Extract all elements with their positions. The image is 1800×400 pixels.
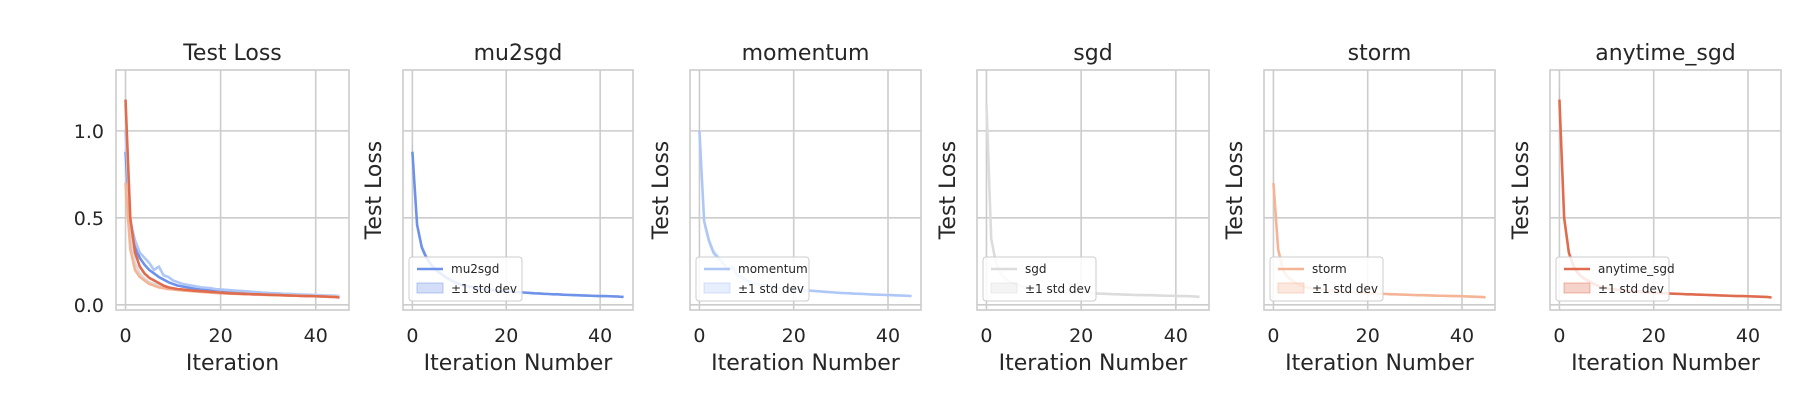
legend-entry-series: sgd [1025,262,1047,276]
legend-entry-series: mu2sgd [451,262,499,276]
y-tick-label: 1.0 [74,121,104,143]
x-tick-label: 40 [1736,325,1760,347]
legend-entry-std: ±1 std dev [1025,282,1091,296]
y-axis-label: Test Loss [1223,141,1248,241]
x-tick-label: 20 [494,325,518,347]
panel-title: storm [1348,41,1412,66]
series-line-1 [124,130,340,298]
x-tick-label: 20 [782,325,806,347]
x-tick-label: 0 [1267,325,1279,347]
x-tick-label: 20 [1642,325,1666,347]
x-tick-label: 0 [1553,325,1565,347]
chart-panel-2: momentum 0 20 40 Iteration Number Test Loss mo… [649,41,922,376]
legend-entry-std: ±1 std dev [1598,282,1664,296]
series-line-0 [124,151,340,299]
x-tick-label: 20 [1069,325,1093,347]
series-line-4 [124,99,340,299]
panel-title: anytime_sgd [1595,41,1736,66]
chart-panel-0: Test Loss 0 20 40 0.0 0.5 1.0 Iteration [74,41,350,376]
legend-band-swatch [1563,282,1591,294]
legend-band-swatch [703,282,731,294]
x-tick-label: 0 [119,325,131,347]
legend: momentum ±1 std dev [695,256,810,302]
y-tick-label: 0.0 [74,295,104,317]
legend-entry-std: ±1 std dev [738,282,804,296]
x-tick-label: 20 [209,325,233,347]
x-axis-label: Iteration Number [424,351,614,376]
x-axis-label: Iteration Number [1285,351,1475,376]
legend-entry-series: storm [1312,262,1347,276]
panel-title: mu2sgd [474,41,563,66]
legend: storm ±1 std dev [1269,256,1384,302]
y-axis-label: Test Loss [362,141,387,241]
panel-title: Test Loss [182,41,282,66]
x-tick-label: 40 [588,325,612,347]
chart-panel-4: storm 0 20 40 Iteration Number Test Loss storm… [1223,41,1496,376]
legend-band-swatch [1277,282,1305,294]
legend-entry-series: momentum [738,262,808,276]
legend-band-swatch [416,282,444,294]
y-axis-label: Test Loss [1509,141,1534,241]
chart-panel-3: sgd 0 20 40 Iteration Number Test Loss sgd ±1 s… [936,41,1210,376]
panel-title: momentum [742,41,870,66]
plot-frame [1263,69,1496,311]
x-tick-label: 0 [980,325,992,347]
series-line-3 [124,182,340,299]
chart-panel-1: mu2sgd 0 20 40 Iteration Number Test Loss mu2s… [362,41,634,376]
x-tick-label: 40 [304,325,328,347]
x-axis-label: Iteration Number [999,351,1189,376]
legend: anytime_sgd ±1 std dev [1555,256,1675,302]
x-tick-label: 40 [1164,325,1188,347]
y-tick-label: 0.5 [74,208,104,230]
chart-panel-5: anytime_sgd 0 20 40 Iteration Number Test Los… [1509,41,1782,376]
panel-title: sgd [1073,41,1112,66]
legend-entry-std: ±1 std dev [451,282,517,296]
x-tick-label: 40 [876,325,900,347]
plot-frame [402,69,634,311]
x-tick-label: 0 [693,325,705,347]
x-axis-label: Iteration Number [711,351,901,376]
legend-band-swatch [990,282,1018,294]
x-tick-label: 20 [1356,325,1380,347]
legend-entry-series: anytime_sgd [1598,262,1675,276]
legend: mu2sgd ±1 std dev [408,256,523,302]
x-tick-label: 0 [406,325,418,347]
y-axis-label: Test Loss [936,141,961,241]
plot-frame [115,69,350,311]
legend-entry-std: ±1 std dev [1312,282,1378,296]
x-tick-label: 40 [1450,325,1474,347]
x-axis-label: Iteration [186,351,279,376]
plot-frame [976,69,1210,311]
legend: sgd ±1 std dev [982,256,1097,302]
plot-frame [1549,69,1782,311]
plot-frame [689,69,922,311]
y-axis-label: Test Loss [649,141,674,241]
x-axis-label: Iteration Number [1571,351,1761,376]
